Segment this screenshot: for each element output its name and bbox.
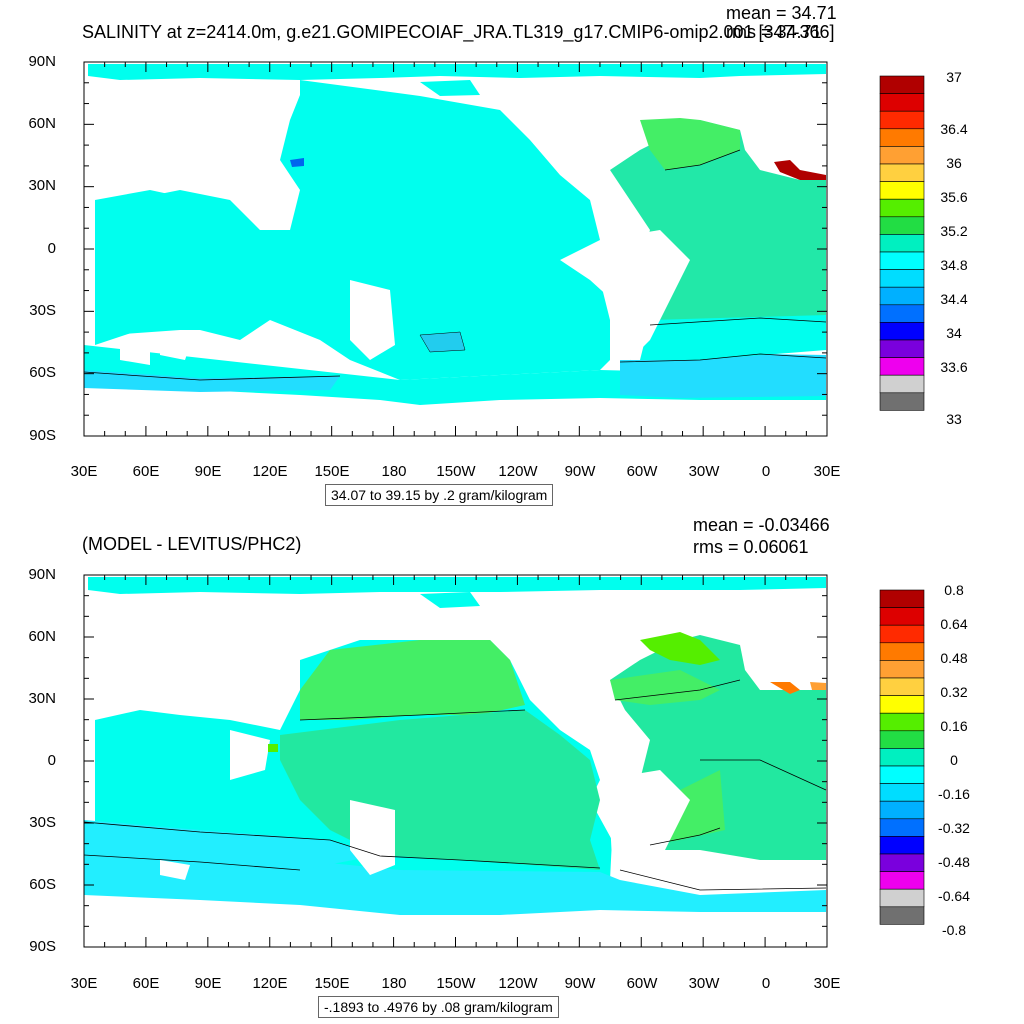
- bottom-lat-label: 60S: [29, 876, 56, 893]
- top-lon-label: 30W: [688, 463, 720, 480]
- top-colorbar-label: 33.6: [940, 359, 968, 375]
- top-lat-label: 60N: [28, 115, 56, 132]
- top-colorbar: [879, 75, 925, 411]
- bottom-lat-label: 90N: [28, 566, 56, 583]
- bottom-lon-label: 150E: [314, 975, 350, 992]
- colorbar-swatch: [879, 660, 925, 679]
- bottom-lon-label: 180: [381, 975, 407, 992]
- bottom-lon-label: 90W: [564, 975, 596, 992]
- top-colorbar-label: 34.8: [940, 257, 968, 273]
- colorbar-swatch: [879, 392, 925, 411]
- bottom-colorbar-label: 0.16: [940, 718, 968, 734]
- bottom-title: (MODEL - LEVITUS/PHC2): [82, 534, 302, 554]
- bottom-lat-label: 30N: [28, 690, 56, 707]
- colorbar-swatch: [879, 836, 925, 855]
- bottom-lon-label: 150W: [436, 975, 476, 992]
- colorbar-swatch: [879, 695, 925, 714]
- bottom-lat-label: 30S: [29, 814, 56, 831]
- top-colorbar-label: 33: [946, 411, 962, 427]
- bottom-lon-label: 120E: [252, 975, 288, 992]
- bottom-mean: mean = -0.03466: [693, 515, 830, 535]
- bottom-colorbar-label: -0.32: [938, 820, 970, 836]
- top-lat-label: 30N: [28, 177, 56, 194]
- top-colorbar-label: 36: [946, 155, 962, 171]
- top-lon-label: 0: [761, 463, 771, 480]
- bottom-lon-label: 30E: [813, 975, 841, 992]
- top-lon-label: 90E: [194, 463, 222, 480]
- top-lat-label: 0: [47, 240, 56, 257]
- bottom-lon-label: 30E: [70, 975, 98, 992]
- top-lat-label: 30S: [29, 302, 56, 319]
- colorbar-swatch: [879, 906, 925, 925]
- bottom-colorbar-label: -0.8: [941, 922, 967, 938]
- bottom-colorbar-label: -0.64: [938, 888, 970, 904]
- colorbar-swatch: [879, 589, 925, 608]
- top-colorbar-label: 36.4: [940, 121, 968, 137]
- bottom-rms: rms = 0.06061: [693, 537, 809, 557]
- bottom-lon-label: 90E: [194, 975, 222, 992]
- bottom-lat-label: 90S: [29, 938, 56, 955]
- colorbar-swatch: [879, 712, 925, 732]
- top-lon-label: 60W: [626, 463, 658, 480]
- top-colorbar-label: 34.4: [940, 291, 968, 307]
- bottom-colorbar-label: 0.48: [940, 650, 968, 666]
- top-lon-label: 180: [381, 463, 407, 480]
- bottom-lon-label: 0: [761, 975, 771, 992]
- bottom-colorbar-label: -0.16: [938, 786, 970, 802]
- colorbar-swatch: [879, 783, 925, 802]
- colorbar-swatch: [879, 800, 925, 820]
- top-map: [83, 61, 828, 437]
- top-lon-label: 30E: [70, 463, 98, 480]
- colorbar-swatch: [879, 818, 925, 837]
- bottom-colorbar-label: -0.48: [938, 854, 970, 870]
- bottom-lat-label: 0: [47, 752, 56, 769]
- colorbar-swatch: [879, 748, 925, 767]
- top-colorbar-label: 34: [946, 325, 962, 341]
- top-lon-label: 60E: [132, 463, 160, 480]
- bottom-colorbar-label: 0: [950, 752, 958, 768]
- bottom-colorbar-label: 0.8: [944, 582, 964, 598]
- colorbar-swatch: [879, 888, 925, 908]
- colorbar-swatch: [879, 765, 925, 784]
- top-lon-label: 30E: [813, 463, 841, 480]
- top-rms: rms = 34.71: [726, 22, 822, 42]
- top-lon-label: 150W: [436, 463, 476, 480]
- top-lat-label: 90S: [29, 427, 56, 444]
- top-contour-info: 34.07 to 39.15 by .2 gram/kilogram: [325, 484, 554, 506]
- colorbar-swatch: [879, 871, 925, 890]
- bottom-lon-label: 30W: [688, 975, 720, 992]
- top-lat-label: 90N: [28, 53, 56, 70]
- top-lat-label: 60S: [29, 364, 56, 381]
- top-lon-label: 120E: [252, 463, 288, 480]
- top-lon-label: 90W: [564, 463, 596, 480]
- bottom-colorbar-label: 0.32: [940, 684, 968, 700]
- colorbar-swatch: [879, 677, 925, 696]
- bottom-lon-label: 60E: [132, 975, 160, 992]
- top-title: SALINITY at z=2414.0m, g.e21.GOMIPECOIAF…: [82, 22, 835, 42]
- top-colorbar-label: 35.6: [940, 189, 968, 205]
- bottom-lon-label: 120W: [498, 975, 538, 992]
- top-mean: mean = 34.71: [726, 3, 837, 23]
- top-colorbar-label: 35.2: [940, 223, 968, 239]
- bottom-lon-label: 60W: [626, 975, 658, 992]
- colorbar-swatch: [879, 853, 925, 872]
- top-lon-label: 120W: [498, 463, 538, 480]
- bottom-colorbar-label: 0.64: [940, 616, 968, 632]
- bottom-colorbar: [879, 589, 925, 925]
- colorbar-swatch: [879, 730, 925, 749]
- colorbar-swatch: [879, 607, 925, 626]
- colorbar-swatch: [879, 624, 925, 644]
- colorbar-swatch: [879, 642, 925, 661]
- bottom-lat-label: 60N: [28, 628, 56, 645]
- bottom-contour-info: -.1893 to .4976 by .08 gram/kilogram: [318, 996, 559, 1018]
- top-lon-label: 150E: [314, 463, 350, 480]
- top-colorbar-label: 37: [946, 69, 962, 85]
